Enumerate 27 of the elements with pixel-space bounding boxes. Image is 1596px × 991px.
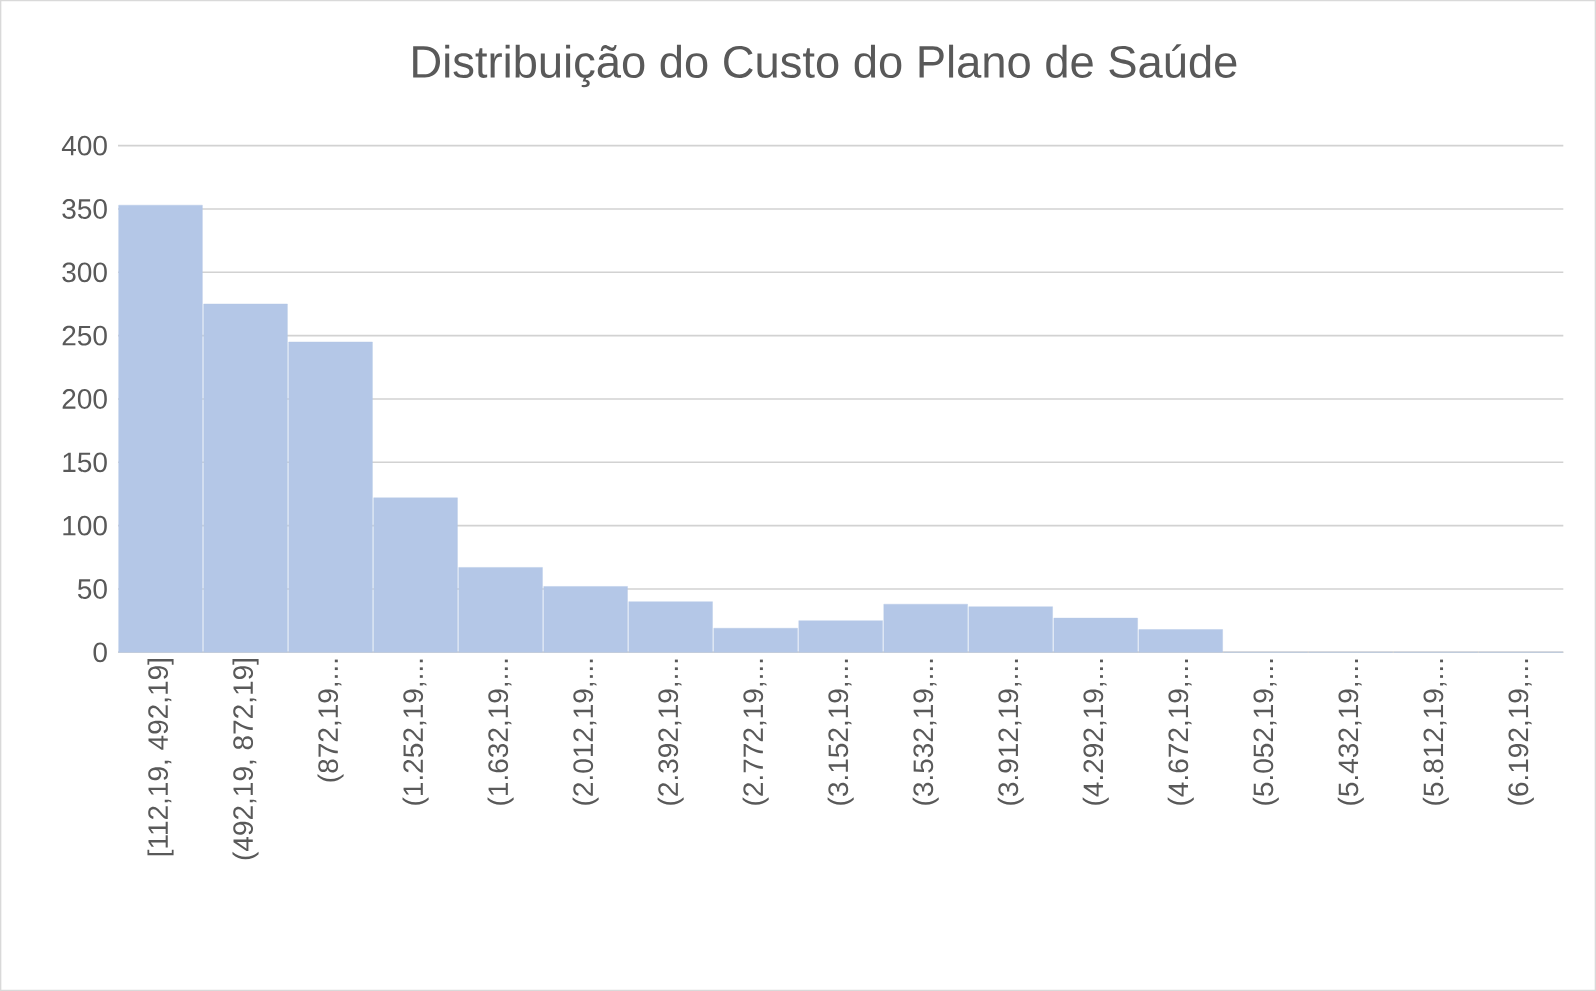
y-tick-label: 150 xyxy=(63,452,107,473)
y-tick-label: 350 xyxy=(62,199,107,219)
x-tick-label: [112,19, 492,19] xyxy=(147,659,174,856)
x-tick-label: (1.632,19,... xyxy=(487,659,514,805)
y-tick-label: 0 xyxy=(93,642,107,663)
x-tick-label: (2.012,19,... xyxy=(572,659,599,805)
x-tick-label: (3.912,19,... xyxy=(997,659,1024,805)
x-tick-label: (1.252,19,... xyxy=(402,659,429,805)
x-tick-label: (6.192,19,... xyxy=(1507,659,1534,805)
x-tick-label: (492,19, 872,19] xyxy=(232,659,259,860)
x-tick-label: (4.292,19,... xyxy=(1082,659,1109,805)
chart-title: Distribuição do Custo do Plano de Saúde xyxy=(413,44,1237,88)
y-tick-label: 300 xyxy=(62,262,107,283)
x-tick-label: (5.812,19,... xyxy=(1422,659,1449,805)
x-tick-label: (5.432,19,... xyxy=(1337,659,1364,805)
y-tick-label: 250 xyxy=(62,325,107,346)
x-tick-label: (5.052,19,... xyxy=(1252,659,1279,805)
x-tick-label: (3.532,19,... xyxy=(912,659,939,805)
x-tick-label: (4.672,19,... xyxy=(1167,659,1194,805)
x-tick-label: (2.772,19,... xyxy=(742,659,769,805)
y-tick-label: 200 xyxy=(62,389,107,409)
y-tick-label: 100 xyxy=(63,515,107,536)
y-tick-label: 400 xyxy=(61,135,107,156)
x-tick-label: (3.152,19,... xyxy=(827,659,854,805)
x-tick-label: (872,19,... xyxy=(317,659,344,782)
x-tick-label: (2.392,19,... xyxy=(657,659,684,805)
y-tick-label: 50 xyxy=(77,579,107,599)
